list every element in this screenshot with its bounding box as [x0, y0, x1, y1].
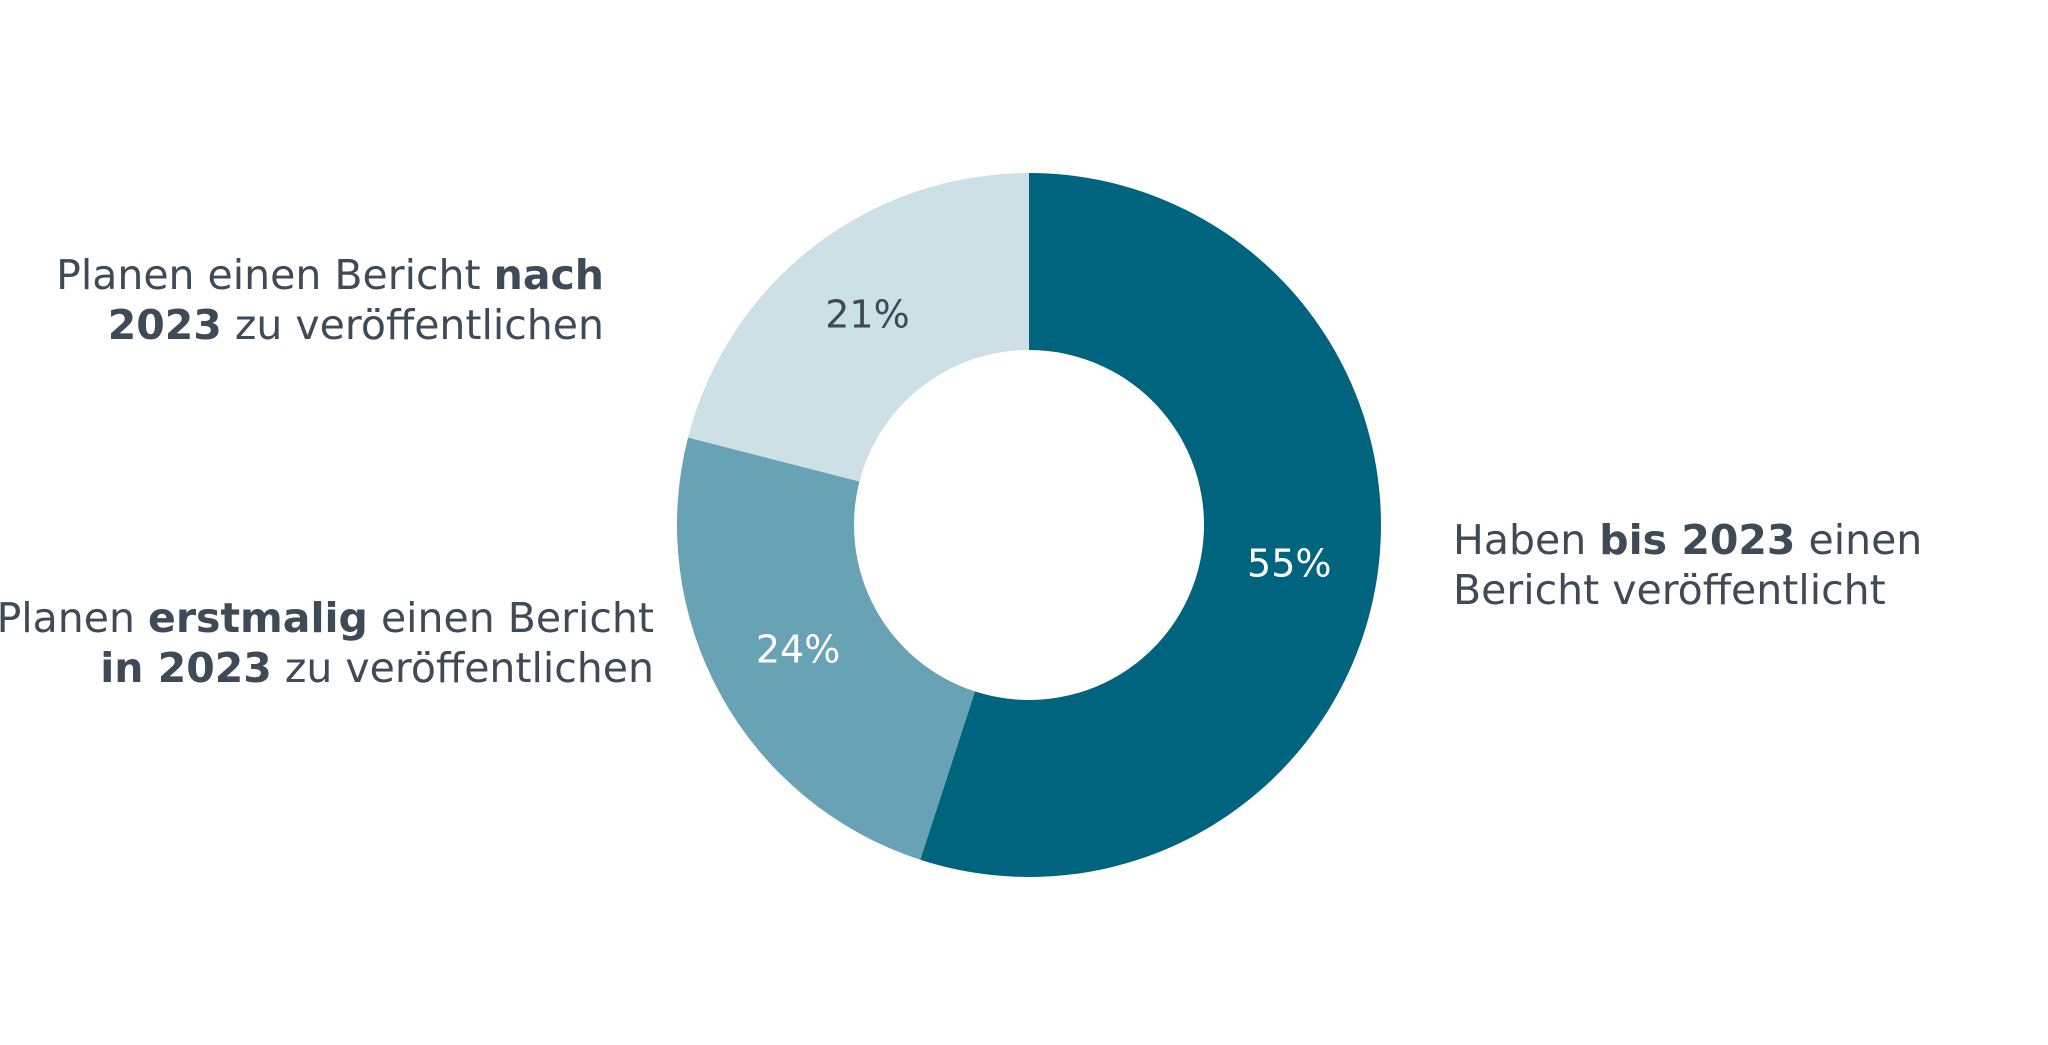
label-run: nach [494, 251, 604, 299]
value-label: 55% [1247, 542, 1331, 586]
label-run: einen [1795, 516, 1922, 564]
value-label: 24% [756, 627, 840, 671]
category-label: Haben bis 2023 einen [1453, 516, 1922, 564]
label-run: Planen [0, 594, 148, 642]
value-label: 21% [825, 292, 909, 336]
label-run: Bericht veröffentlicht [1453, 566, 1886, 614]
label-run: Planen einen Bericht [56, 251, 494, 299]
category-label: 2023 zu veröffentlichen [108, 301, 604, 349]
label-run: zu veröffentlichen [272, 644, 654, 692]
category-label: Bericht veröffentlicht [1453, 566, 1886, 614]
label-run: erstmalig [148, 594, 368, 642]
label-run: in 2023 [100, 644, 272, 692]
category-label: Planen erstmalig einen Bericht [0, 594, 654, 642]
label-run: Haben [1453, 516, 1599, 564]
donut-slice [676, 437, 975, 860]
label-run: zu veröffentlichen [222, 301, 604, 349]
donut-slice [688, 173, 1029, 482]
category-label: Planen einen Bericht nach [56, 251, 604, 299]
label-run: 2023 [108, 301, 222, 349]
donut-slice [920, 173, 1381, 877]
label-run: bis 2023 [1599, 516, 1795, 564]
label-run: einen Bericht [368, 594, 654, 642]
category-label: in 2023 zu veröffentlichen [100, 644, 654, 692]
